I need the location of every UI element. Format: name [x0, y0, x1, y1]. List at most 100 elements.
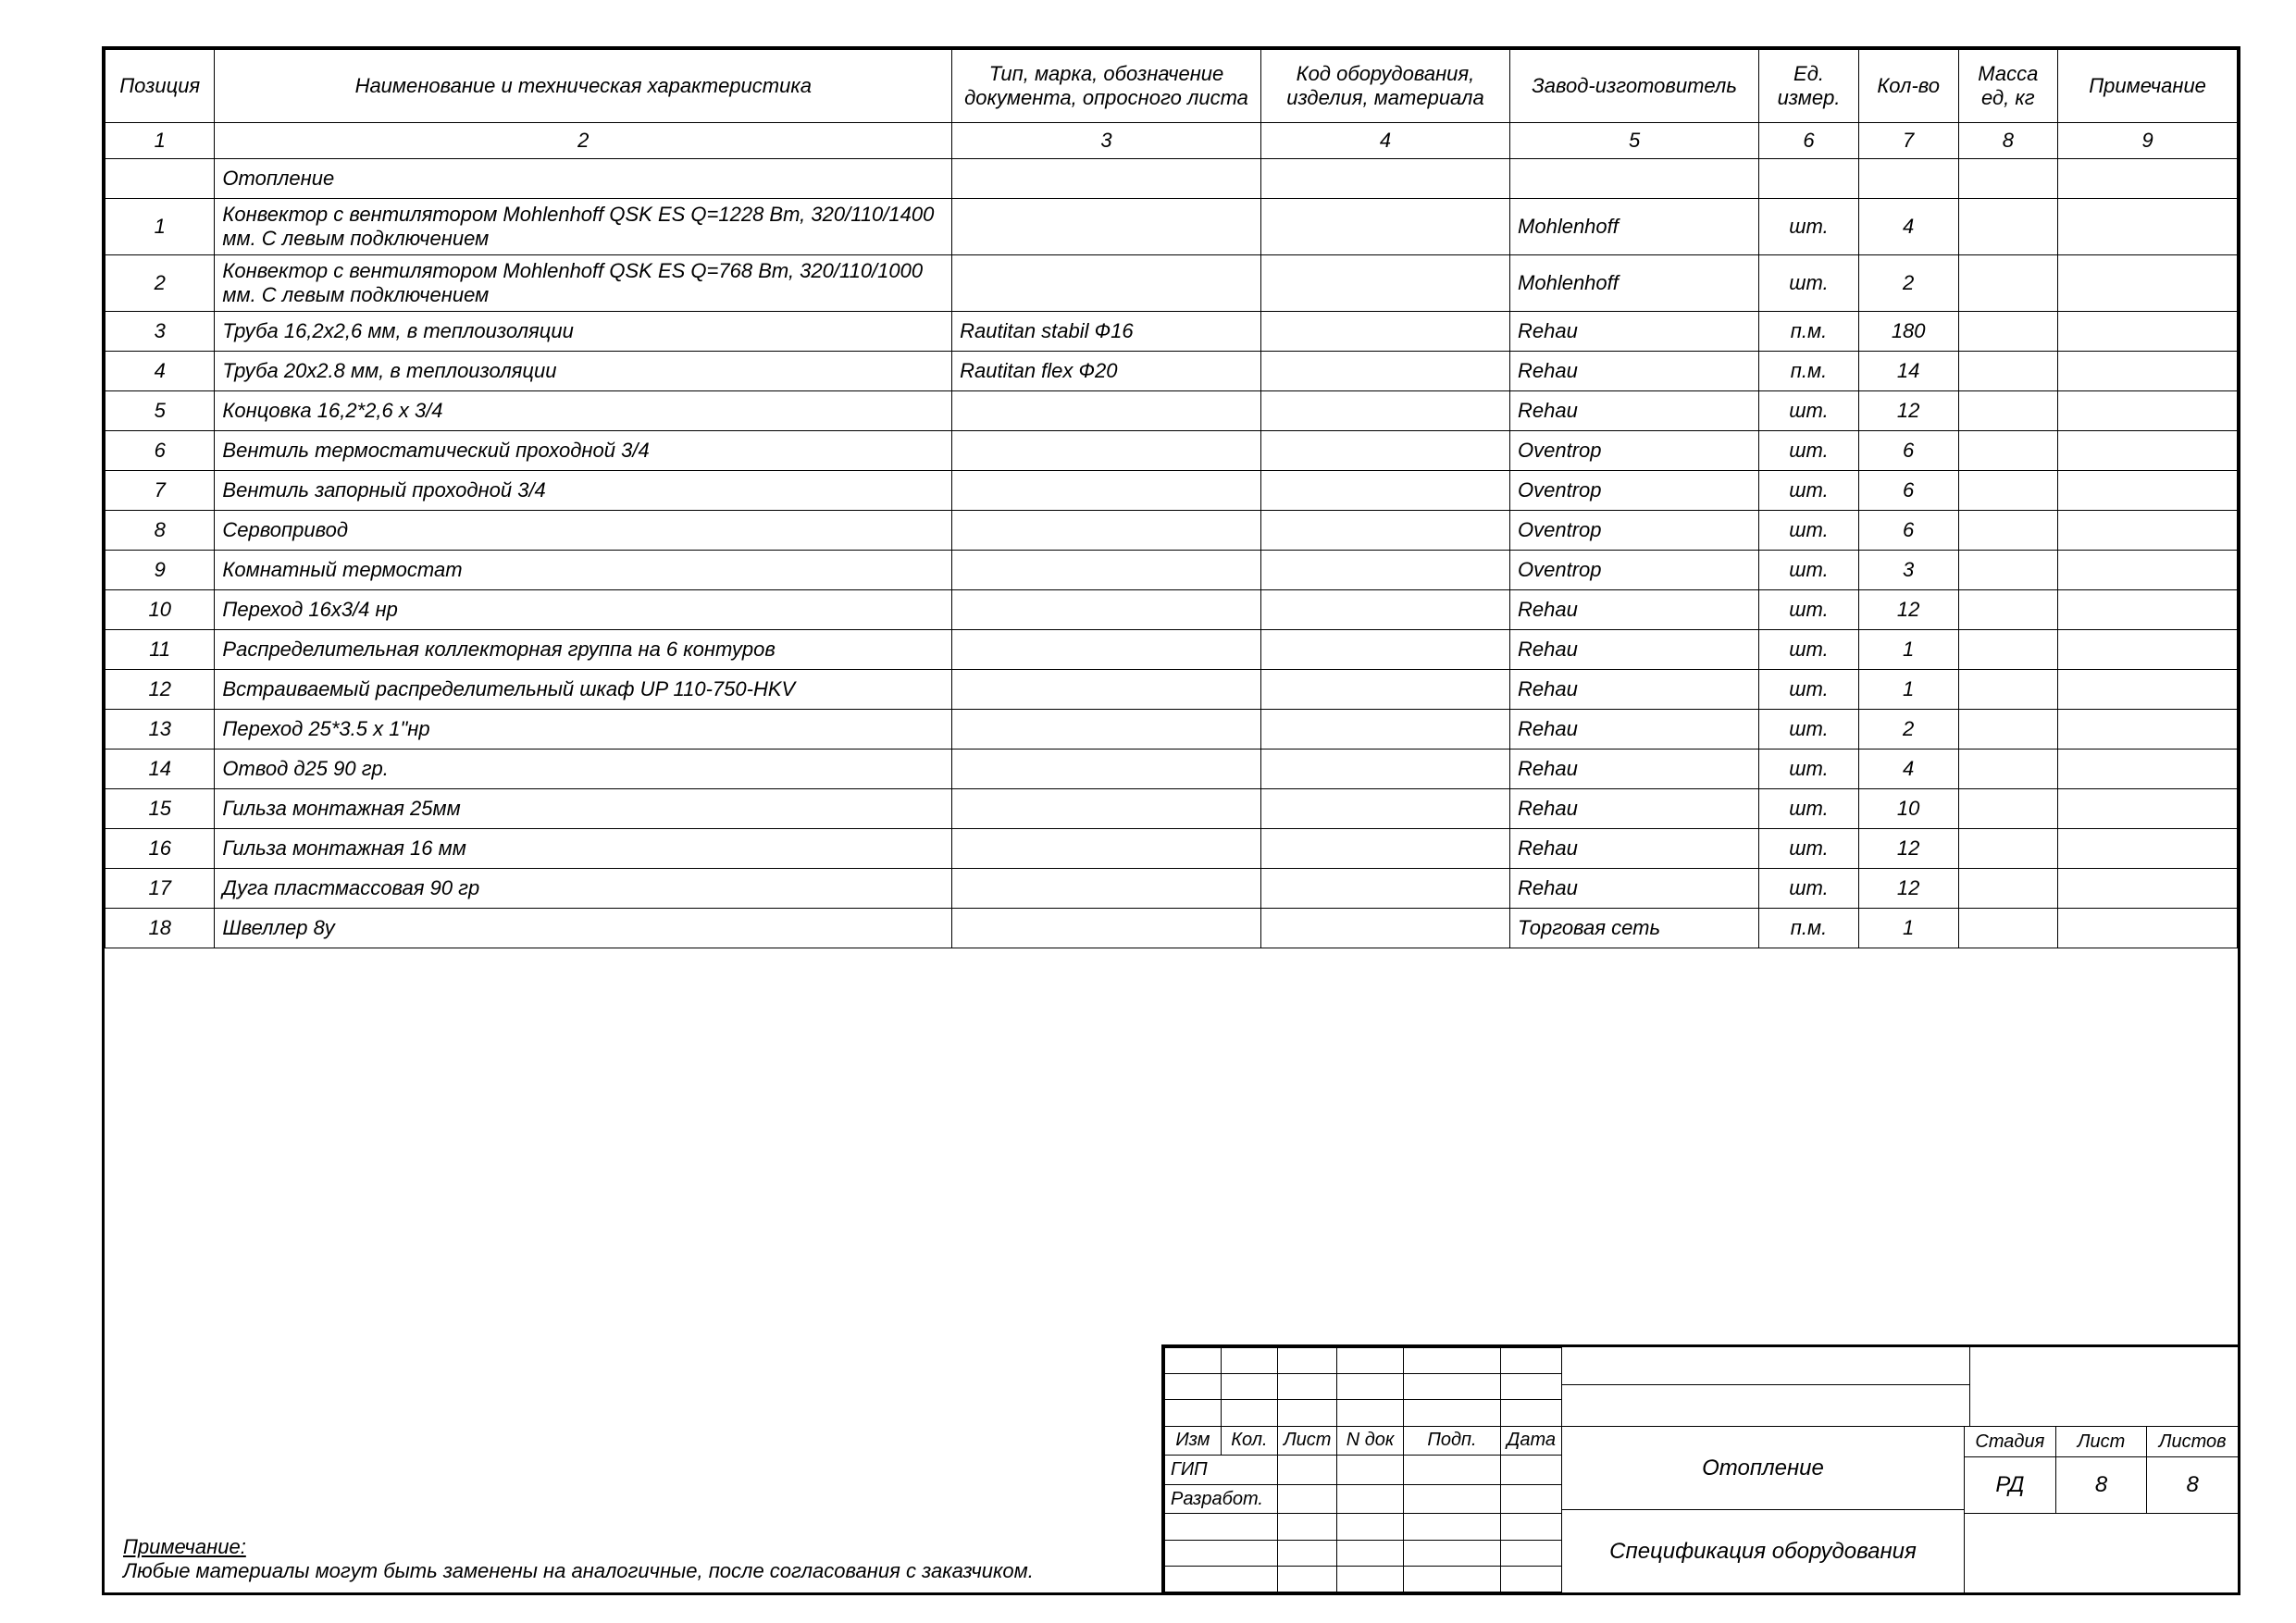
cell: Mohlenhoff [1510, 255, 1759, 312]
cell [952, 829, 1261, 869]
cell: 1 [1858, 670, 1958, 710]
cell: 12 [1858, 829, 1958, 869]
cell [1260, 750, 1509, 789]
cell: 4 [1858, 199, 1958, 255]
stamp-title: Отопление [1562, 1427, 1964, 1510]
cell [1260, 352, 1509, 391]
cell [952, 630, 1261, 670]
cell [952, 670, 1261, 710]
cell: п.м. [1759, 352, 1859, 391]
h-code: Код оборудования, изделия, материала [1260, 50, 1509, 123]
table-row: 7Вентиль запорный проходной 3/4Oventropш… [105, 471, 2238, 511]
table-row: 10Переход 16х3/4 нрRehauшт.12 [105, 590, 2238, 630]
cell: Переход 16х3/4 нр [215, 590, 952, 630]
drawing-sheet: Позиция Наименование и техническая харак… [0, 0, 2296, 1623]
cell: 12 [105, 670, 215, 710]
cell [1260, 391, 1509, 431]
note-text: Любые материалы могут быть заменены на а… [123, 1559, 1034, 1583]
cell: 1 [1858, 630, 1958, 670]
cell [952, 551, 1261, 590]
table-row: 17Дуга пластмассовая 90 грRehauшт.12 [105, 869, 2238, 909]
cell [2058, 255, 2238, 312]
rev-h-ndoc: N док [1337, 1426, 1403, 1456]
cell: 14 [105, 750, 215, 789]
cell: шт. [1759, 391, 1859, 431]
number-row: 1 2 3 4 5 6 7 8 9 [105, 123, 2238, 159]
specification-table: Позиция Наименование и техническая харак… [105, 49, 2238, 948]
cell [1260, 590, 1509, 630]
cell: 5 [105, 391, 215, 431]
cell: Торговая сеть [1510, 909, 1759, 948]
cell: Встраиваемый распределительный шкаф UP 1… [215, 670, 952, 710]
cell: Rautitan stabil Ф16 [952, 312, 1261, 352]
cell: Переход 25*3.5 х 1"нр [215, 710, 952, 750]
cell: п.м. [1759, 909, 1859, 948]
cell [952, 255, 1261, 312]
cell: 14 [1858, 352, 1958, 391]
cell: Распределительная коллекторная группа на… [215, 630, 952, 670]
drawing-frame: Позиция Наименование и техническая харак… [102, 46, 2240, 1595]
rev-h-izm: Изм [1165, 1426, 1222, 1456]
header-row: Позиция Наименование и техническая харак… [105, 50, 2238, 123]
cell: 12 [1858, 391, 1958, 431]
cell [952, 199, 1261, 255]
cell: Rehau [1510, 670, 1759, 710]
cell: 12 [1858, 590, 1958, 630]
note-title: Примечание: [123, 1535, 1034, 1559]
cell [1958, 255, 2058, 312]
cell [1958, 869, 2058, 909]
cell [1958, 630, 2058, 670]
cell: Вентиль термостатический проходной 3/4 [215, 431, 952, 471]
cell: 17 [105, 869, 215, 909]
cell: 6 [105, 431, 215, 471]
cell [1958, 511, 2058, 551]
cell [1260, 312, 1509, 352]
cell: Mohlenhoff [1510, 199, 1759, 255]
cell [952, 511, 1261, 551]
cell: Rehau [1510, 750, 1759, 789]
cell [1260, 710, 1509, 750]
h-name: Наименование и техническая характеристик… [215, 50, 952, 123]
cell: Rehau [1510, 312, 1759, 352]
num-6: 6 [1759, 123, 1859, 159]
cell [952, 750, 1261, 789]
cell [2058, 670, 2238, 710]
cell: шт. [1759, 670, 1859, 710]
cell: Дуга пластмассовая 90 гр [215, 869, 952, 909]
cell [952, 909, 1261, 948]
cell: Rehau [1510, 352, 1759, 391]
cell [1260, 670, 1509, 710]
cell [1260, 789, 1509, 829]
cell: 15 [105, 789, 215, 829]
cell: Комнатный термостат [215, 551, 952, 590]
num-2: 2 [215, 123, 952, 159]
h-note: Примечание [2058, 50, 2238, 123]
sheet-header: Лист [2056, 1427, 2148, 1456]
cell [1958, 431, 2058, 471]
sheet-value: 8 [2056, 1457, 2148, 1513]
cell [2058, 909, 2238, 948]
cell [1958, 312, 2058, 352]
cell [1260, 630, 1509, 670]
cell [1260, 199, 1509, 255]
num-7: 7 [1858, 123, 1958, 159]
cell [2058, 750, 2238, 789]
h-qty: Кол-во [1858, 50, 1958, 123]
num-3: 3 [952, 123, 1261, 159]
cell: 2 [1858, 710, 1958, 750]
cell [2058, 511, 2238, 551]
cell [2058, 710, 2238, 750]
h-unit: Ед. измер. [1759, 50, 1859, 123]
cell: шт. [1759, 471, 1859, 511]
cell [1260, 909, 1509, 948]
cell: Конвектор с вентилятором Mohlenhoff QSK … [215, 255, 952, 312]
cell: Сервопривод [215, 511, 952, 551]
cell: Rehau [1510, 710, 1759, 750]
cell [2058, 312, 2238, 352]
table-row: 2Конвектор с вентилятором Mohlenhoff QSK… [105, 255, 2238, 312]
cell: Rehau [1510, 869, 1759, 909]
cell [1260, 431, 1509, 471]
cell [1260, 511, 1509, 551]
cell: 6 [1858, 471, 1958, 511]
cell: 1 [1858, 909, 1958, 948]
